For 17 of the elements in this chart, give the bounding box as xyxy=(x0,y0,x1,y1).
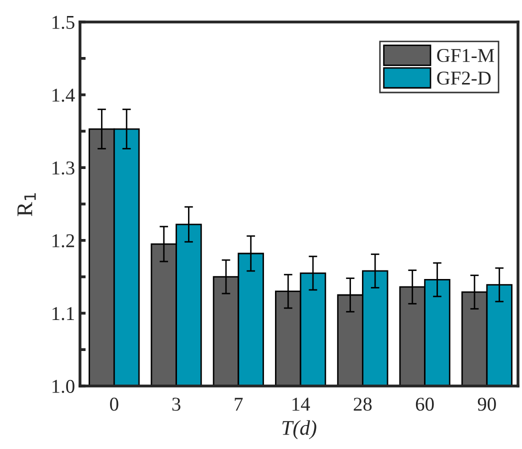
y-tick-label: 1.2 xyxy=(52,234,74,248)
y-tick-label: 1.3 xyxy=(52,161,74,175)
y-tick-label: 1.5 xyxy=(52,16,74,30)
x-tick-label: 7 xyxy=(234,398,243,411)
x-tick-label: 3 xyxy=(172,398,180,411)
x-tick-label: 14 xyxy=(292,398,310,411)
x-tick-label: 60 xyxy=(416,398,434,411)
x-tick-label: 90 xyxy=(478,398,496,411)
y-tick-label: 1.1 xyxy=(52,307,74,320)
legend-label: GF2-D xyxy=(437,72,491,85)
y-axis-title: R$_{1}$ xyxy=(18,193,36,216)
x-axis-title: T(d) xyxy=(282,420,316,440)
y-tick-label: 1.4 xyxy=(52,88,75,102)
y-tick-label: 1.0 xyxy=(52,380,74,394)
x-tick-label: 0 xyxy=(110,398,118,411)
x-tick-label: 28 xyxy=(354,398,372,411)
legend-label: GF1-M xyxy=(437,48,494,62)
